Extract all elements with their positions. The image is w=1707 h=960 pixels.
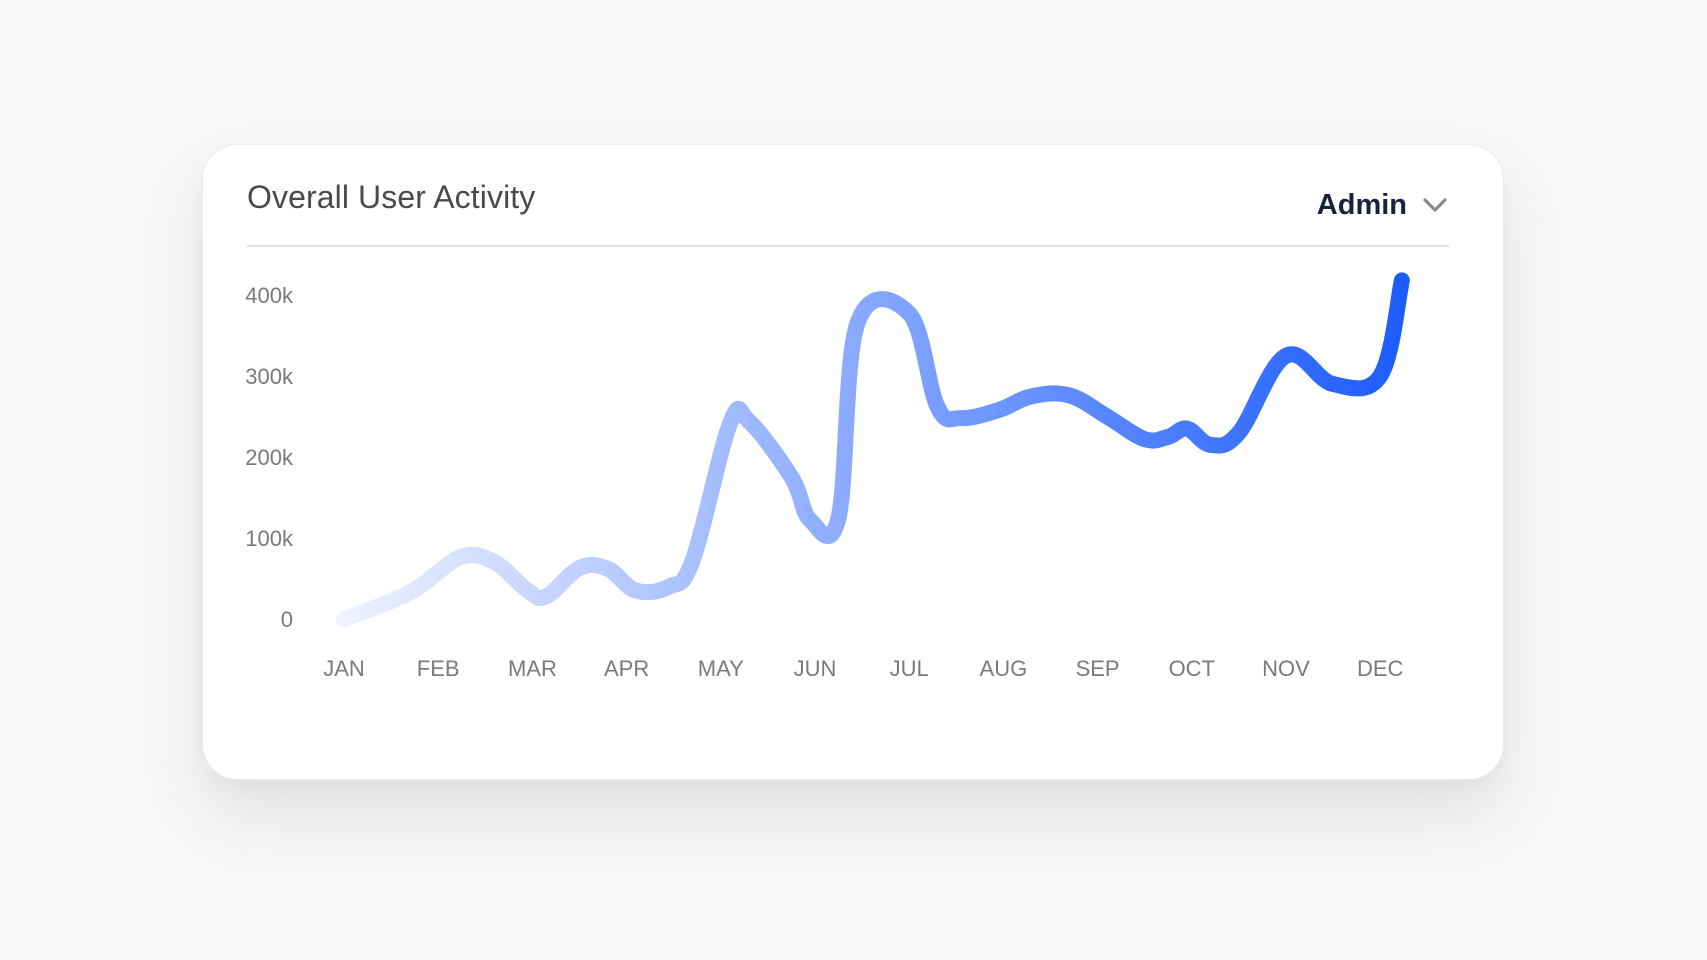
- series-line: [336, 272, 1410, 627]
- x-tick-label: AUG: [980, 656, 1028, 681]
- y-tick-label: 200k: [245, 445, 294, 470]
- chevron-down-icon: [1421, 195, 1449, 215]
- role-dropdown-label: Admin: [1316, 188, 1407, 221]
- x-tick-label: MAR: [508, 656, 557, 681]
- y-tick-label: 100k: [245, 526, 294, 551]
- user-activity-card: Overall User Activity Admin 0 100k 200k 300…: [202, 144, 1504, 780]
- y-tick-label: 400k: [245, 283, 294, 308]
- x-tick-label: JUL: [890, 656, 929, 681]
- card-title: Overall User Activity: [247, 179, 536, 215]
- x-tick-label: APR: [604, 656, 649, 681]
- header-divider: [247, 245, 1449, 247]
- y-tick-label: 300k: [245, 364, 294, 389]
- x-tick-label: MAY: [698, 656, 744, 681]
- x-tick-label: NOV: [1262, 656, 1310, 681]
- x-tick-label: JUN: [794, 656, 837, 681]
- x-tick-label: OCT: [1169, 656, 1215, 681]
- x-tick-label: SEP: [1076, 656, 1120, 681]
- y-tick-label: 0: [281, 607, 293, 632]
- role-dropdown[interactable]: Admin: [1317, 187, 1449, 223]
- x-axis-ticks: JAN FEB MAR APR MAY JUN JUL AUG SEP OCT NOV DEC: [323, 656, 1403, 681]
- y-axis-ticks: 0 100k 200k 300k 400k: [245, 283, 294, 632]
- x-tick-label: DEC: [1357, 656, 1404, 681]
- activity-line-chart: 0 100k 200k 300k 400k JAN FEB MAR APR MAY JUN JUL A…: [245, 272, 1410, 681]
- x-tick-label: FEB: [417, 656, 460, 681]
- x-tick-label: JAN: [323, 656, 365, 681]
